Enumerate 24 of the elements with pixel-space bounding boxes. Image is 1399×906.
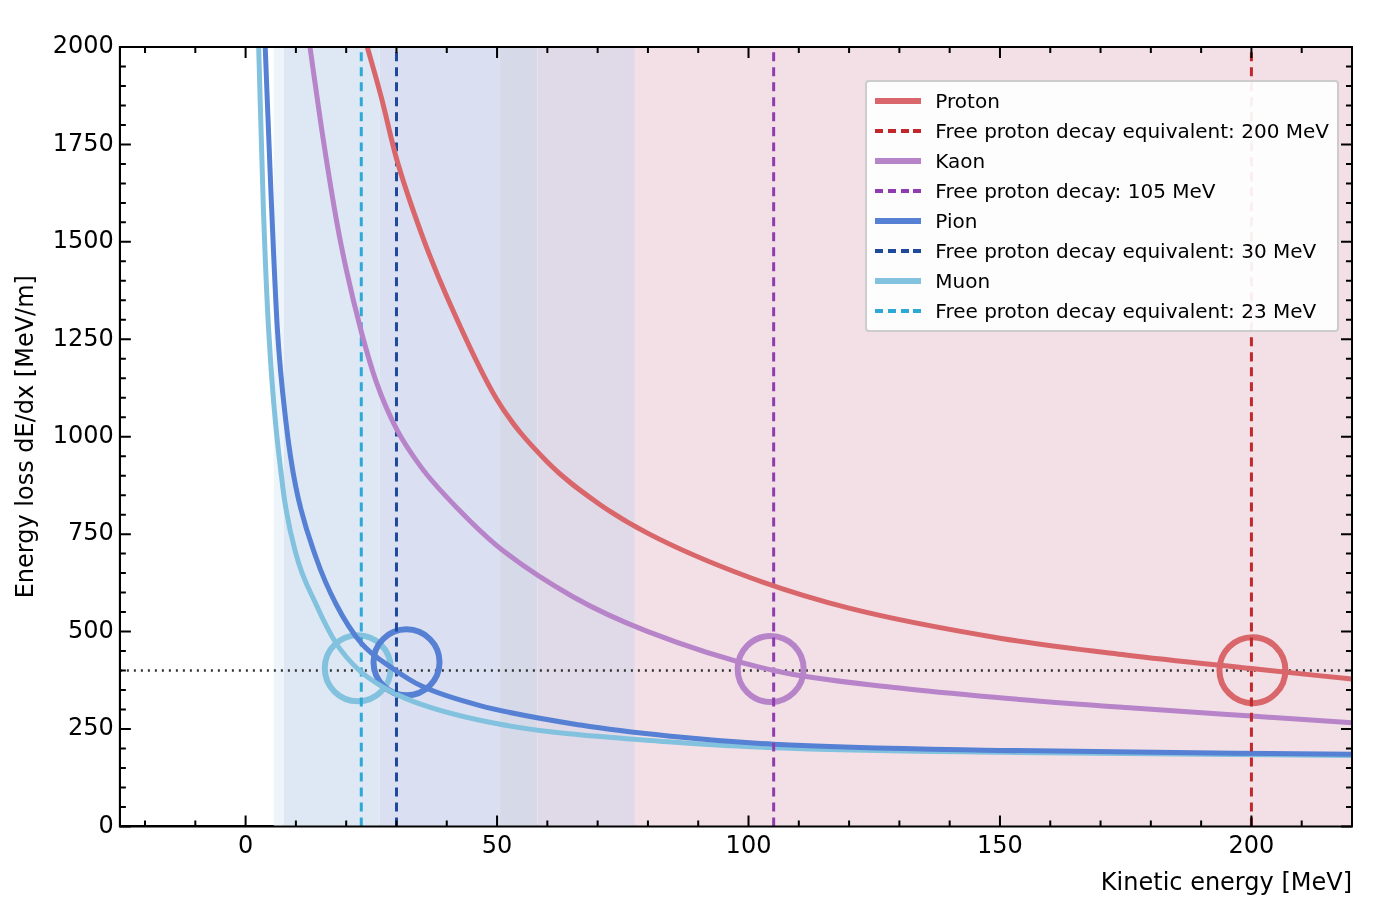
legend-label: Proton: [935, 89, 1000, 113]
y-tick-label: 0: [98, 810, 114, 839]
legend-label: Free proton decay equivalent: 30 MeV: [935, 239, 1317, 263]
y-tick-label: 1500: [52, 226, 114, 255]
y-tick-label: 1250: [52, 323, 114, 352]
x-axis-title: Kinetic energy [MeV]: [1100, 867, 1352, 896]
legend-label: Muon: [935, 269, 991, 293]
x-tick-label: 50: [481, 831, 513, 860]
x-tick-label: 0: [237, 831, 254, 860]
y-tick-label: 500: [68, 615, 114, 644]
y-tick-label: 250: [68, 713, 114, 742]
x-tick-label: 200: [1228, 831, 1275, 860]
legend-label: Pion: [935, 209, 978, 233]
x-tick-label: 100: [725, 831, 772, 860]
x-tick-label: 150: [977, 831, 1023, 860]
legend-label: Free proton decay equivalent: 200 MeV: [935, 119, 1329, 143]
y-tick-label: 1750: [52, 128, 114, 157]
legend-label: Free proton decay: 105 MeV: [935, 179, 1216, 203]
y-tick-label: 1000: [52, 420, 114, 449]
y-tick-label: 2000: [52, 31, 114, 60]
y-axis-title: Energy loss dE/dx [MeV/m]: [10, 275, 39, 599]
y-tick-label: 750: [68, 518, 114, 547]
legend-label: Kaon: [935, 149, 986, 173]
legend-label: Free proton decay equivalent: 23 MeV: [935, 299, 1317, 323]
